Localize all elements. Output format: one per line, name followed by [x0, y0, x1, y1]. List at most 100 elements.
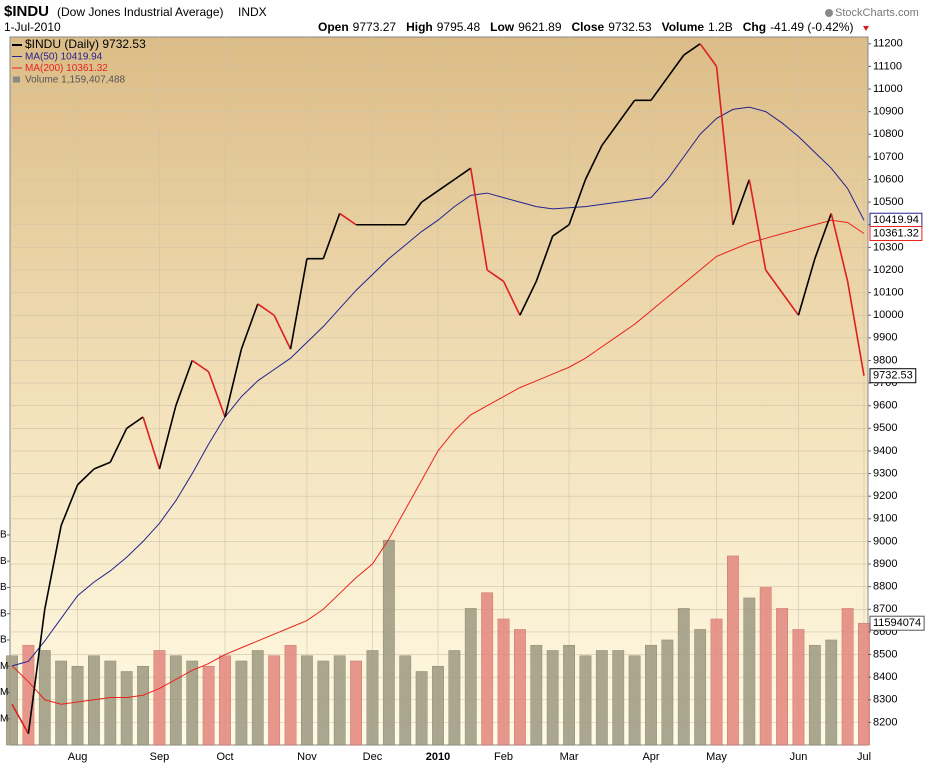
- price-segment: [830, 213, 849, 282]
- legend-label: MA(50) 10419.94: [25, 51, 103, 62]
- legend-value: 9732.53: [102, 37, 146, 51]
- y2-tick-label: B: [0, 556, 7, 567]
- volume-bar: [71, 665, 84, 746]
- y-tick-label: 8500: [873, 648, 897, 660]
- legend-name: MA(200): [25, 63, 63, 74]
- price-segment: [650, 77, 669, 101]
- y-tick-label: 10600: [873, 173, 904, 185]
- quote-label: Volume: [662, 20, 705, 34]
- x-tick-label: Mar: [560, 751, 579, 763]
- x-tick-label: 2010: [426, 751, 450, 763]
- price-segment: [732, 179, 751, 226]
- x-tick-label: Sep: [150, 751, 170, 763]
- x-tick-label: Jul: [857, 751, 871, 763]
- y-tick-label: 8300: [873, 694, 897, 706]
- price-segment: [814, 213, 832, 259]
- volume-bar: [841, 608, 854, 746]
- price-segment: [846, 281, 865, 376]
- volume-bar: [153, 650, 166, 746]
- y-tick-label: 9600: [873, 400, 897, 412]
- price-segment: [142, 416, 161, 470]
- date: 1-Jul-2010: [4, 20, 61, 34]
- y-tick-label: 10700: [873, 151, 904, 163]
- price-segment: [257, 303, 275, 316]
- y-tick-label: 10200: [873, 264, 904, 276]
- volume-bar: [497, 618, 510, 746]
- legend-value: 10361.32: [66, 63, 108, 74]
- y-tick-label: 11000: [873, 83, 903, 95]
- price-segment: [421, 190, 439, 203]
- plot-area: [9, 36, 869, 746]
- price-segment: [765, 269, 783, 294]
- legend-label: MA(200) 10361.32: [25, 63, 108, 74]
- down-arrow: [863, 26, 869, 31]
- x-tick-label: Dec: [363, 751, 383, 763]
- y-tick-label: 8200: [873, 716, 897, 728]
- volume-bar: [612, 650, 625, 746]
- volume-badge-box: [869, 615, 925, 631]
- price-segment: [535, 235, 554, 282]
- volume-bar: [677, 608, 690, 746]
- x-tick-label: Jun: [790, 751, 808, 763]
- volume-bar: [235, 660, 248, 746]
- quote-value: -41.49 (-0.42%): [770, 20, 853, 34]
- y2-tick-label: B: [0, 608, 7, 619]
- volume-bar: [38, 650, 51, 746]
- legend-value: 10419.94: [61, 51, 103, 62]
- volume-bar: [464, 608, 477, 746]
- volume-bar: [350, 660, 362, 746]
- volume-bar: [808, 644, 821, 746]
- y2-tick-label: B: [0, 530, 7, 541]
- logo-icon: [825, 9, 833, 17]
- last-value-badge-text: 10361.32: [873, 227, 919, 239]
- volume-bar: [481, 592, 494, 746]
- quote-label: Open: [318, 20, 349, 34]
- price-segment: [126, 416, 144, 429]
- price-segment: [552, 224, 570, 237]
- x-tick-label: Nov: [297, 751, 317, 763]
- source: StockCharts.com: [835, 7, 919, 19]
- volume-bar: [759, 587, 772, 746]
- volume-bar: [546, 650, 559, 746]
- volume-bar: [6, 655, 18, 746]
- price-segment: [60, 484, 79, 526]
- y-tick-label: 9000: [873, 535, 897, 547]
- volume-bar: [595, 650, 608, 746]
- volume-badge: 11594074: [869, 615, 925, 631]
- volume-bar: [661, 639, 674, 746]
- price-segment: [453, 167, 472, 181]
- x-tick-label: Aug: [68, 751, 88, 763]
- volume-bar: [399, 655, 412, 746]
- y-tick-label: 11100: [873, 60, 902, 72]
- y2-tick-label: M: [0, 713, 8, 724]
- price-segment: [715, 66, 734, 225]
- y-tick-label: 8800: [873, 581, 897, 593]
- volume-badge-text: 11594074: [873, 617, 921, 629]
- price-segment: [437, 178, 455, 192]
- volume-bar: [301, 655, 313, 746]
- y2-tick-label: B: [0, 635, 7, 646]
- volume-bar: [514, 629, 526, 746]
- volume-bar: [792, 629, 805, 746]
- price-segment: [207, 371, 226, 418]
- price-segment: [568, 179, 587, 226]
- price-segment: [502, 280, 521, 316]
- quote-value: 9732.53: [608, 20, 652, 34]
- legend-name: MA(50): [25, 51, 58, 62]
- price-segment: [43, 525, 62, 610]
- price-segment: [797, 258, 816, 316]
- volume-bar: [284, 644, 297, 746]
- y-tick-label: 10800: [873, 128, 904, 140]
- legend-label: $INDU (Daily) 9732.53: [25, 37, 146, 51]
- y-tick-label: 9900: [873, 332, 897, 344]
- y-tick-label: 9200: [873, 490, 897, 502]
- quote-value: 9795.48: [437, 20, 481, 34]
- quote-label: Low: [490, 20, 515, 34]
- price-segment: [339, 212, 357, 226]
- y-tick-label: 9800: [873, 354, 897, 366]
- price-segment: [404, 201, 423, 226]
- title: $INDU: [4, 3, 49, 20]
- exchange: INDX: [238, 5, 267, 19]
- volume-bar: [710, 618, 723, 746]
- legend-name: $INDU (Daily): [25, 37, 99, 51]
